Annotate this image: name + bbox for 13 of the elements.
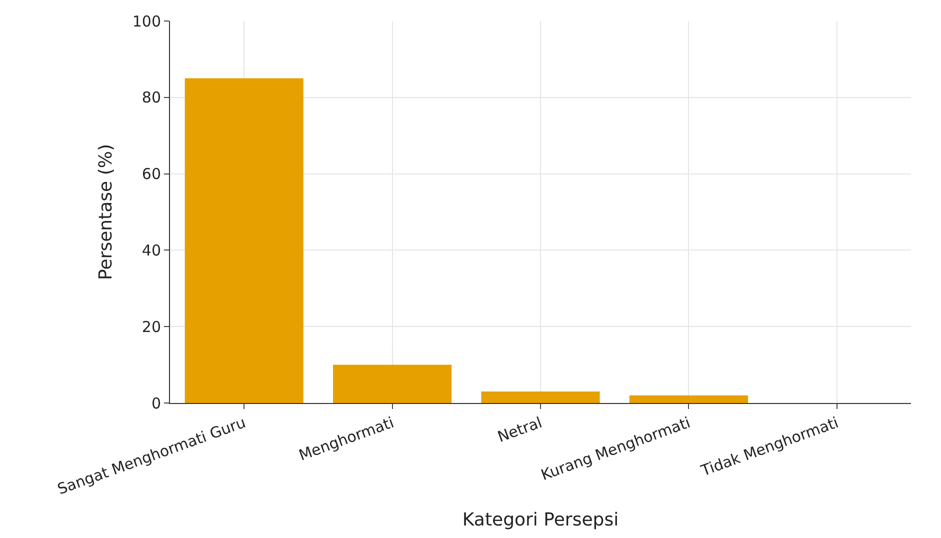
bar	[184, 78, 304, 403]
bar	[629, 395, 748, 403]
y-tick-label: 80	[142, 88, 161, 107]
y-tick-label: 0	[151, 394, 161, 412]
y-tick-label: 20	[142, 318, 161, 336]
y-axis-title: Persentase (%)	[96, 144, 117, 280]
bar	[333, 364, 452, 403]
x-tick-label: Netral	[495, 413, 544, 446]
y-tick-label: 100	[132, 12, 161, 30]
y-tick-label: 40	[142, 241, 161, 260]
x-axis-title: Kategori Persepsi	[462, 509, 619, 530]
bar	[481, 392, 600, 403]
y-tick-label: 60	[142, 165, 161, 184]
